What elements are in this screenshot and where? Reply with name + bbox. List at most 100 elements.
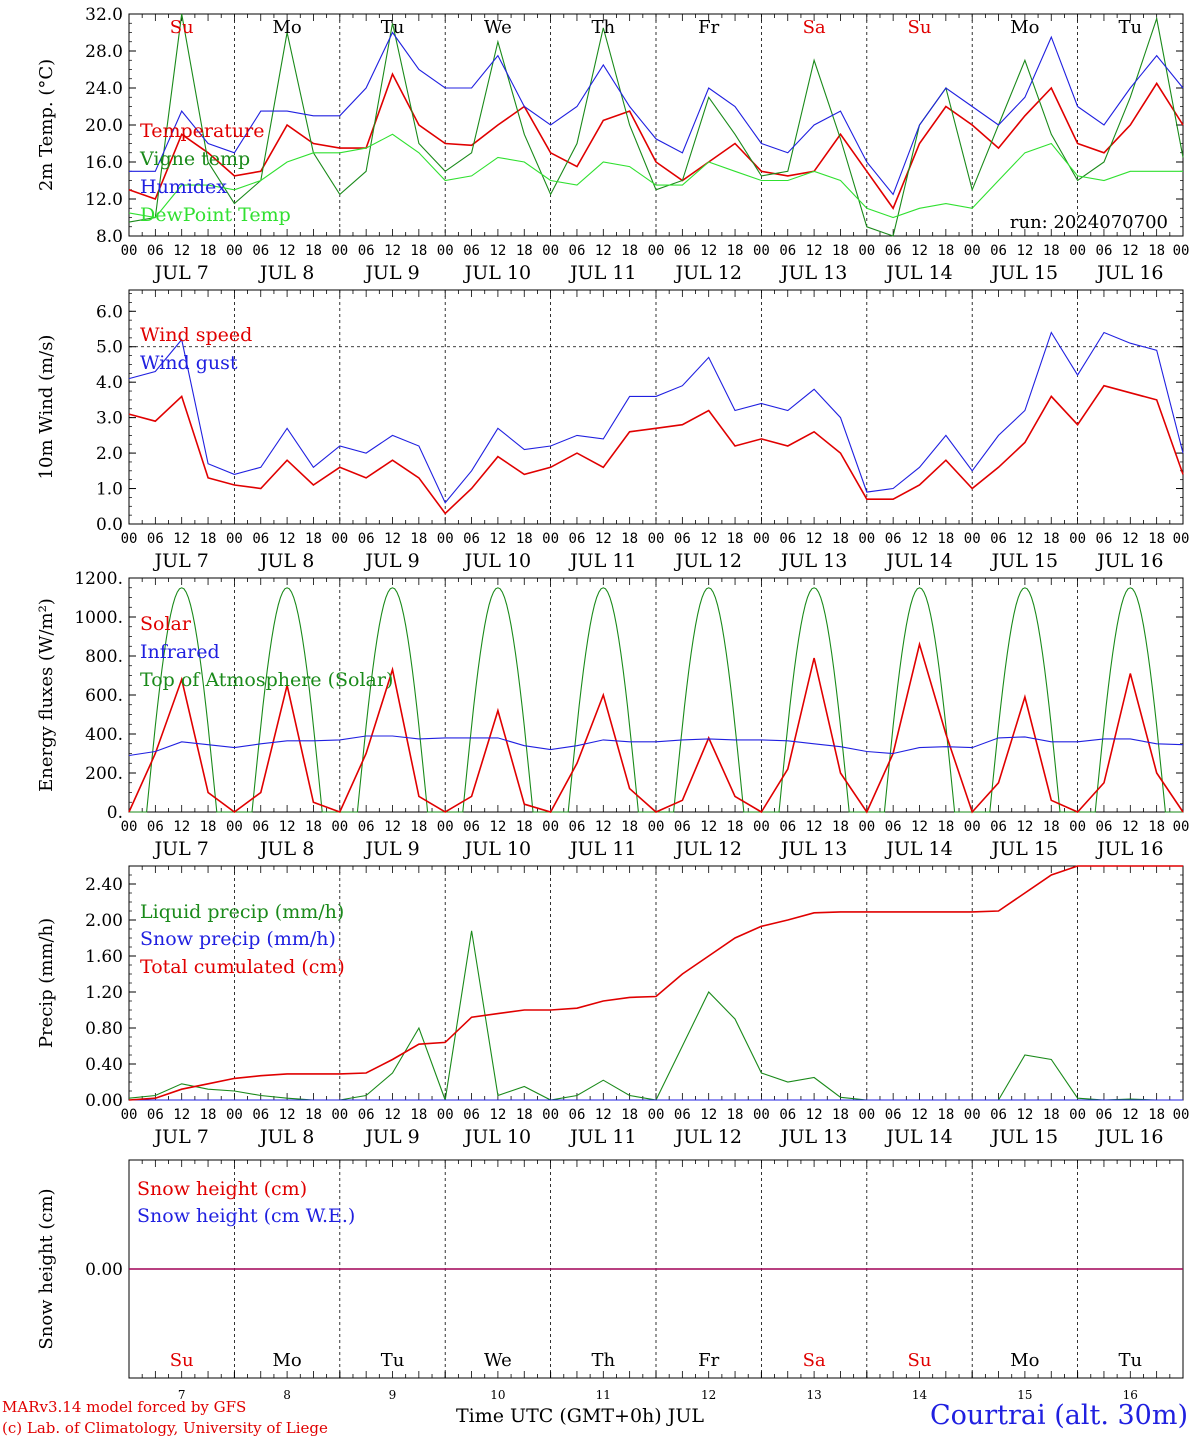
hour-tick-label: 00 — [1173, 243, 1190, 259]
hour-tick-label: 06 — [885, 1107, 902, 1123]
y-tick-label: 0.0 — [96, 515, 123, 535]
day-number-label: 11 — [596, 1388, 611, 1402]
hour-tick-label: 18 — [832, 819, 849, 835]
y-tick-label: 5.0 — [96, 338, 123, 358]
y-tick-label: 200. — [85, 764, 123, 784]
hour-tick-label: 18 — [516, 1107, 533, 1123]
date-label: JUL 8 — [258, 1126, 314, 1148]
legend-entry: Liquid precip (mm/h) — [140, 901, 344, 923]
y-tick-label: 28.0 — [85, 42, 123, 62]
date-label: JUL 11 — [568, 550, 636, 572]
hour-tick-label: 18 — [621, 819, 638, 835]
hour-tick-label: 00 — [1173, 1107, 1190, 1123]
hour-tick-label: 06 — [569, 819, 586, 835]
hour-tick-label: 06 — [779, 819, 796, 835]
hour-tick-label: 18 — [727, 1107, 744, 1123]
date-label: JUL 14 — [884, 838, 952, 860]
hour-tick-label: 18 — [305, 1107, 322, 1123]
hour-tick-label: 12 — [279, 1107, 296, 1123]
y-axis-label: 10m Wind (m/s) — [36, 335, 57, 480]
hour-tick-label: 06 — [779, 531, 796, 547]
date-label: JUL 16 — [1095, 1126, 1163, 1148]
weekday-label-top: Mo — [1010, 17, 1039, 38]
hour-tick-label: 00 — [858, 1107, 875, 1123]
hour-tick-label: 18 — [832, 531, 849, 547]
y-tick-label: 2.40 — [85, 875, 123, 895]
date-label: JUL 14 — [884, 550, 952, 572]
hour-tick-label: 00 — [1069, 1107, 1086, 1123]
weekday-label-bottom: Th — [591, 1350, 615, 1371]
hour-tick-label: 00 — [437, 243, 454, 259]
hour-tick-label: 06 — [569, 243, 586, 259]
hour-tick-label: 12 — [1016, 1107, 1033, 1123]
legend-entry: Total cumulated (cm) — [140, 956, 345, 978]
date-label: JUL 12 — [673, 1126, 741, 1148]
hour-tick-label: 00 — [542, 819, 559, 835]
hour-tick-label: 18 — [1043, 243, 1060, 259]
y-tick-label: 8.0 — [96, 227, 123, 247]
hour-tick-label: 06 — [252, 531, 269, 547]
hour-tick-label: 18 — [621, 531, 638, 547]
hour-tick-label: 12 — [595, 1107, 612, 1123]
x-axis-title: Time UTC (GMT+0h) JUL — [456, 1405, 704, 1427]
hour-tick-label: 06 — [569, 531, 586, 547]
y-tick-label: 4.0 — [96, 373, 123, 393]
weekday-label-bottom: Tu — [381, 1350, 405, 1371]
hour-tick-label: 00 — [121, 1107, 138, 1123]
hour-tick-label: 12 — [911, 531, 928, 547]
series-line-1 — [128, 384, 1184, 515]
station-name: Courtrai (alt. 30m) — [929, 1400, 1188, 1431]
hour-tick-label: 12 — [1122, 819, 1139, 835]
hour-tick-label: 00 — [437, 531, 454, 547]
weekday-label-top: Su — [908, 17, 932, 38]
day-number-label: 8 — [283, 1388, 291, 1402]
y-tick-label: 24.0 — [85, 79, 123, 99]
hour-tick-label: 06 — [147, 531, 164, 547]
hour-tick-label: 00 — [1069, 819, 1086, 835]
weekday-label-bottom: Tu — [1118, 1350, 1142, 1371]
y-axis-label: Energy fluxes (W/m²) — [36, 598, 57, 792]
hour-tick-label: 18 — [200, 1107, 217, 1123]
y-tick-label: 1.60 — [85, 947, 123, 967]
hour-tick-label: 18 — [1043, 819, 1060, 835]
hour-tick-label: 18 — [727, 243, 744, 259]
hour-tick-label: 12 — [279, 243, 296, 259]
weekday-label-top: Fr — [698, 17, 719, 38]
hour-tick-label: 18 — [516, 243, 533, 259]
legend-entry: Solar — [140, 613, 192, 635]
hour-tick-label: 18 — [305, 819, 322, 835]
date-label: JUL 13 — [779, 262, 847, 284]
weekday-label-top: Mo — [272, 17, 301, 38]
hour-tick-label: 00 — [964, 1107, 981, 1123]
hour-tick-label: 00 — [437, 1107, 454, 1123]
hour-tick-label: 12 — [384, 243, 401, 259]
hour-tick-label: 12 — [173, 1107, 190, 1123]
weekday-label-top: Su — [170, 17, 194, 38]
weekday-label-bottom: Su — [908, 1350, 932, 1371]
hour-tick-label: 12 — [700, 243, 717, 259]
hour-tick-label: 06 — [885, 819, 902, 835]
date-label: JUL 14 — [884, 262, 952, 284]
hour-tick-label: 00 — [858, 531, 875, 547]
hour-tick-label: 18 — [200, 243, 217, 259]
hour-tick-label: 00 — [964, 819, 981, 835]
hour-tick-label: 12 — [1016, 243, 1033, 259]
legend-entry: Snow precip (mm/h) — [140, 928, 336, 950]
hour-tick-label: 12 — [911, 1107, 928, 1123]
weekday-label-bottom: Mo — [1010, 1350, 1039, 1371]
hour-tick-label: 18 — [937, 531, 954, 547]
hour-tick-label: 00 — [1173, 531, 1190, 547]
hour-tick-label: 12 — [595, 819, 612, 835]
hour-tick-label: 18 — [621, 243, 638, 259]
y-tick-label: 20.0 — [85, 116, 123, 136]
hour-tick-label: 06 — [147, 1107, 164, 1123]
hour-tick-label: 12 — [806, 531, 823, 547]
hour-tick-label: 00 — [226, 819, 243, 835]
hour-tick-label: 06 — [674, 531, 691, 547]
series-line-3 — [128, 865, 1183, 1101]
y-tick-label: 600. — [85, 686, 123, 706]
hour-tick-label: 00 — [753, 1107, 770, 1123]
day-number-label: 15 — [1017, 1388, 1032, 1402]
hour-tick-label: 06 — [358, 819, 375, 835]
date-label: JUL 10 — [463, 838, 531, 860]
